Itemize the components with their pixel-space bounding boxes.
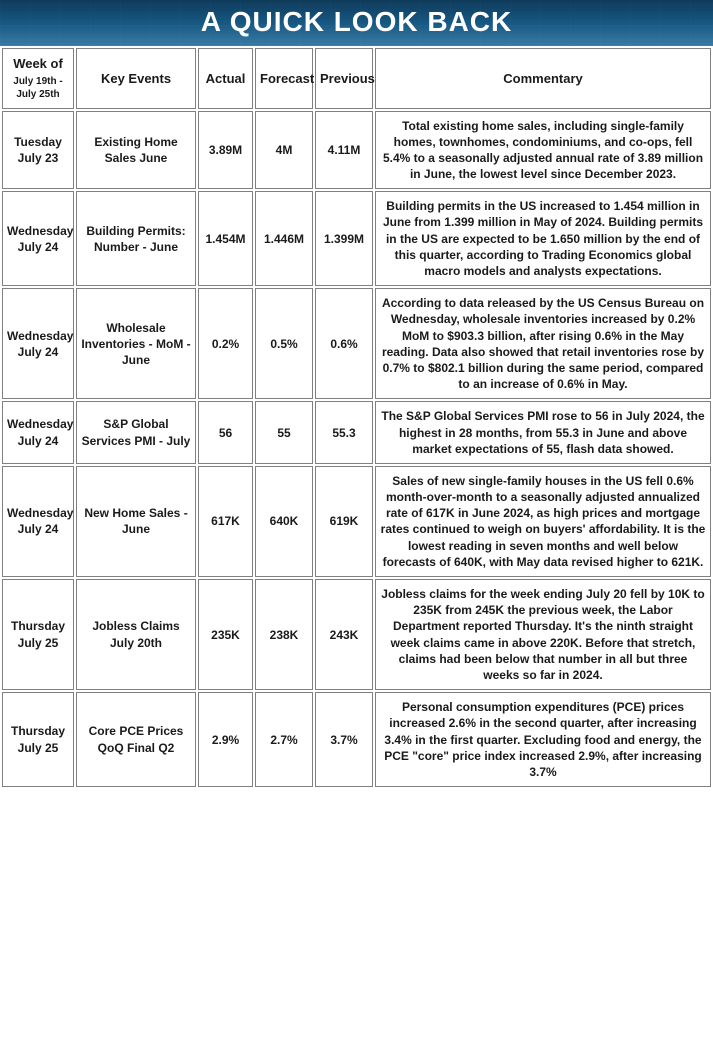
cell-previous: 55.3 bbox=[315, 401, 373, 464]
col-header-forecast: Forecast bbox=[255, 48, 313, 109]
cell-event: Building Permits: Number - June bbox=[76, 191, 196, 286]
date-day-of-week: Thursday bbox=[7, 723, 69, 739]
col-header-event: Key Events bbox=[76, 48, 196, 109]
col-header-date-sublabel: July 19th - July 25th bbox=[7, 75, 69, 102]
cell-previous: 243K bbox=[315, 579, 373, 690]
cell-commentary: Personal consumption expenditures (PCE) … bbox=[375, 692, 711, 787]
table-row: ThursdayJuly 25Core PCE Prices QoQ Final… bbox=[2, 692, 711, 787]
cell-event: Existing Home Sales June bbox=[76, 111, 196, 190]
cell-date: ThursdayJuly 25 bbox=[2, 692, 74, 787]
table-row: WednesdayJuly 24S&P Global Services PMI … bbox=[2, 401, 711, 464]
date-month-day: July 23 bbox=[7, 150, 69, 166]
cell-forecast: 2.7% bbox=[255, 692, 313, 787]
cell-actual: 2.9% bbox=[198, 692, 253, 787]
table-row: WednesdayJuly 24Building Permits: Number… bbox=[2, 191, 711, 286]
cell-commentary: Total existing home sales, including sin… bbox=[375, 111, 711, 190]
date-day-of-week: Wednesday bbox=[7, 505, 69, 521]
cell-commentary: Building permits in the US increased to … bbox=[375, 191, 711, 286]
cell-forecast: 1.446M bbox=[255, 191, 313, 286]
cell-date: WednesdayJuly 24 bbox=[2, 191, 74, 286]
cell-event: Core PCE Prices QoQ Final Q2 bbox=[76, 692, 196, 787]
cell-previous: 619K bbox=[315, 466, 373, 577]
col-header-commentary: Commentary bbox=[375, 48, 711, 109]
table-row: WednesdayJuly 24New Home Sales - June617… bbox=[2, 466, 711, 577]
date-month-day: July 24 bbox=[7, 344, 69, 360]
col-header-previous: Previous bbox=[315, 48, 373, 109]
cell-event: S&P Global Services PMI - July bbox=[76, 401, 196, 464]
col-header-date: Week of July 19th - July 25th bbox=[2, 48, 74, 109]
cell-commentary: According to data released by the US Cen… bbox=[375, 288, 711, 399]
date-day-of-week: Wednesday bbox=[7, 328, 69, 344]
table-row: ThursdayJuly 25Jobless Claims July 20th2… bbox=[2, 579, 711, 690]
date-month-day: July 24 bbox=[7, 433, 69, 449]
cell-actual: 617K bbox=[198, 466, 253, 577]
date-month-day: July 24 bbox=[7, 521, 69, 537]
cell-forecast: 55 bbox=[255, 401, 313, 464]
cell-actual: 235K bbox=[198, 579, 253, 690]
economic-events-table: Week of July 19th - July 25th Key Events… bbox=[0, 46, 713, 789]
table-row: WednesdayJuly 24Wholesale Inventories - … bbox=[2, 288, 711, 399]
table-header-row: Week of July 19th - July 25th Key Events… bbox=[2, 48, 711, 109]
date-day-of-week: Wednesday bbox=[7, 416, 69, 432]
cell-previous: 3.7% bbox=[315, 692, 373, 787]
cell-event: New Home Sales - June bbox=[76, 466, 196, 577]
cell-date: WednesdayJuly 24 bbox=[2, 288, 74, 399]
cell-actual: 1.454M bbox=[198, 191, 253, 286]
cell-commentary: Sales of new single-family houses in the… bbox=[375, 466, 711, 577]
date-day-of-week: Thursday bbox=[7, 618, 69, 634]
cell-date: WednesdayJuly 24 bbox=[2, 466, 74, 577]
cell-actual: 3.89M bbox=[198, 111, 253, 190]
page-title: A QUICK LOOK BACK bbox=[201, 6, 513, 37]
cell-actual: 0.2% bbox=[198, 288, 253, 399]
cell-forecast: 640K bbox=[255, 466, 313, 577]
cell-forecast: 4M bbox=[255, 111, 313, 190]
cell-date: TuesdayJuly 23 bbox=[2, 111, 74, 190]
cell-forecast: 0.5% bbox=[255, 288, 313, 399]
page-header: A QUICK LOOK BACK bbox=[0, 0, 713, 46]
cell-previous: 1.399M bbox=[315, 191, 373, 286]
table-row: TuesdayJuly 23Existing Home Sales June3.… bbox=[2, 111, 711, 190]
date-day-of-week: Wednesday bbox=[7, 223, 69, 239]
cell-date: WednesdayJuly 24 bbox=[2, 401, 74, 464]
cell-commentary: The S&P Global Services PMI rose to 56 i… bbox=[375, 401, 711, 464]
cell-event: Jobless Claims July 20th bbox=[76, 579, 196, 690]
date-month-day: July 25 bbox=[7, 740, 69, 756]
cell-previous: 0.6% bbox=[315, 288, 373, 399]
cell-forecast: 238K bbox=[255, 579, 313, 690]
date-month-day: July 25 bbox=[7, 635, 69, 651]
cell-previous: 4.11M bbox=[315, 111, 373, 190]
date-day-of-week: Tuesday bbox=[7, 134, 69, 150]
cell-commentary: Jobless claims for the week ending July … bbox=[375, 579, 711, 690]
col-header-date-label: Week of bbox=[7, 55, 69, 73]
cell-event: Wholesale Inventories - MoM - June bbox=[76, 288, 196, 399]
col-header-actual: Actual bbox=[198, 48, 253, 109]
cell-date: ThursdayJuly 25 bbox=[2, 579, 74, 690]
date-month-day: July 24 bbox=[7, 239, 69, 255]
cell-actual: 56 bbox=[198, 401, 253, 464]
